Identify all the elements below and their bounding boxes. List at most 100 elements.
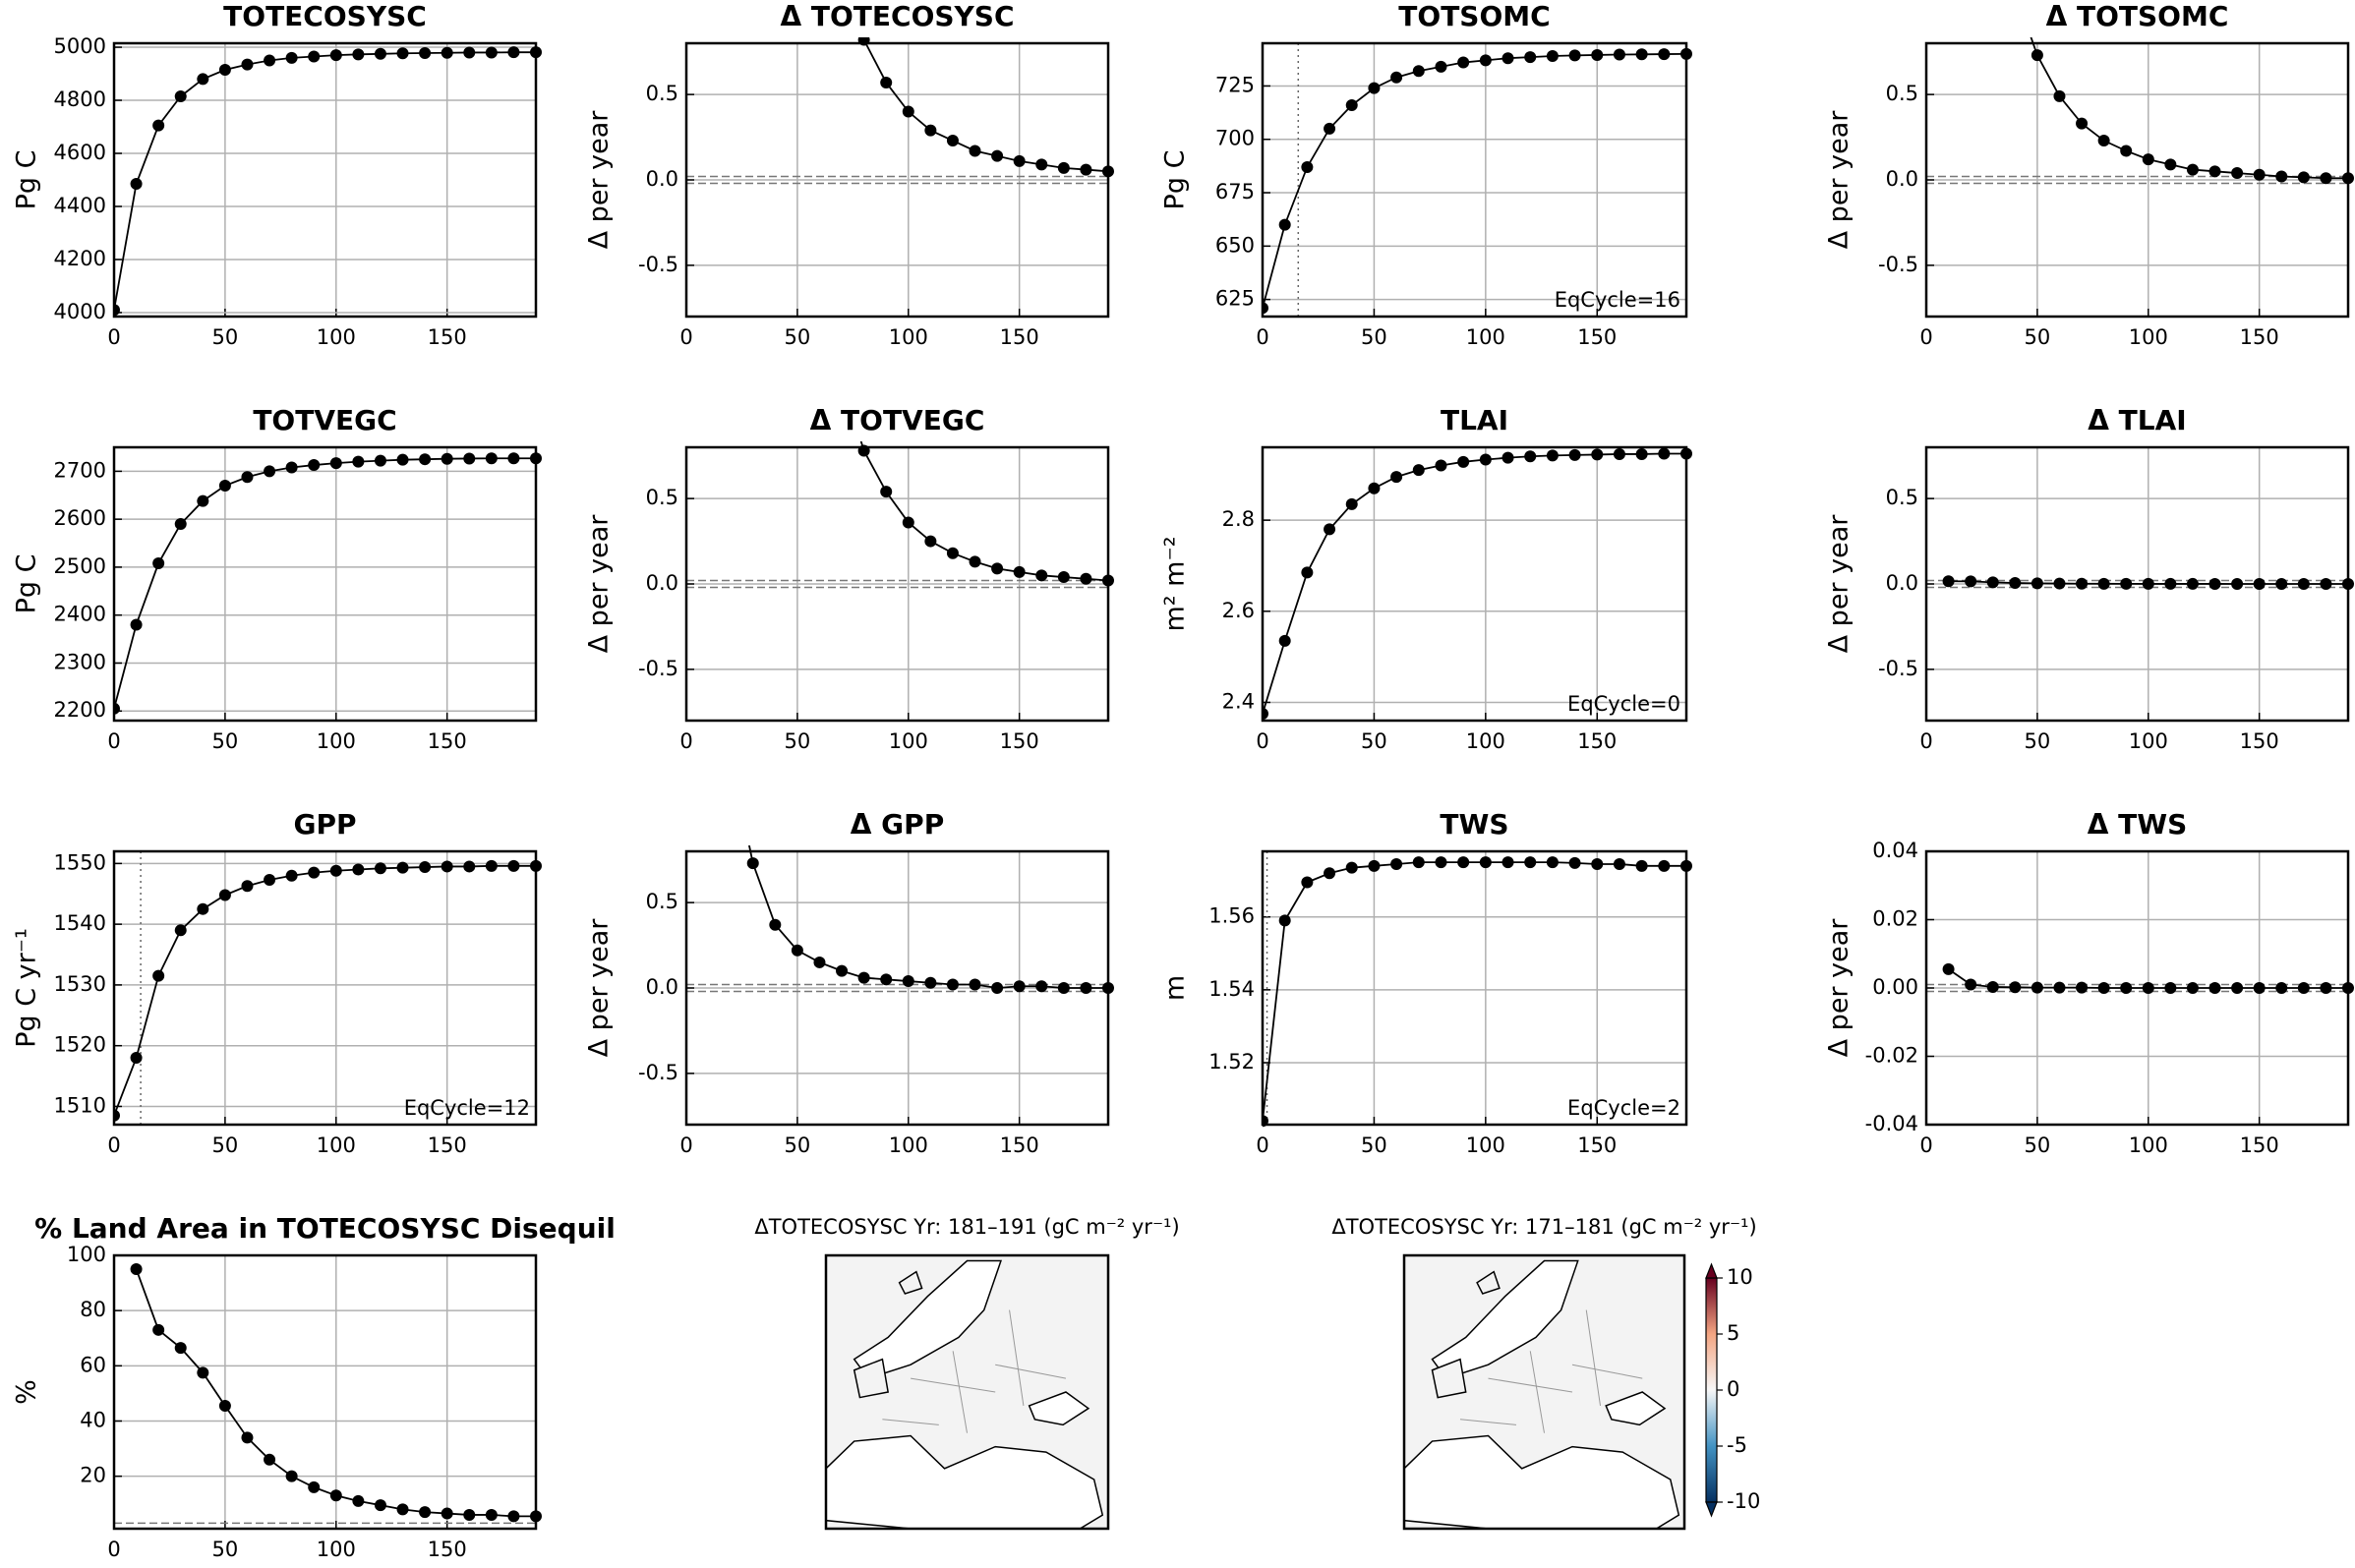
- chart-title: TOTSOMC: [1398, 0, 1550, 32]
- data-point: [1035, 980, 1048, 993]
- x-tick-label: 50: [212, 325, 239, 349]
- data-point: [1368, 859, 1381, 872]
- data-point: [1524, 51, 1537, 64]
- data-point: [1324, 523, 1336, 536]
- data-point: [2231, 982, 2244, 994]
- series-line: [1263, 861, 1686, 1122]
- sea: [1028, 1391, 1090, 1426]
- y-tick-label: 4800: [54, 87, 106, 111]
- data-point: [1635, 447, 1648, 460]
- data-point: [1501, 856, 1514, 869]
- y-tick-label: 0.0: [646, 571, 678, 595]
- data-point: [463, 860, 476, 873]
- data-point: [902, 975, 914, 988]
- y-axis-label: m: [1160, 975, 1191, 1001]
- series: [1263, 856, 1692, 1128]
- data-point: [1942, 962, 1955, 975]
- data-point: [197, 494, 209, 507]
- data-point: [924, 976, 937, 989]
- data-point: [308, 50, 321, 63]
- y-tick-label: 2.6: [1222, 599, 1255, 622]
- data-point: [1057, 982, 1070, 994]
- data-point: [1658, 447, 1671, 460]
- data-point: [1278, 634, 1291, 647]
- plot-frame: [112, 1253, 538, 1531]
- data-point: [374, 862, 386, 875]
- x-tick-label: 0: [107, 1538, 120, 1561]
- data-point: [130, 618, 143, 631]
- data-point: [463, 46, 476, 59]
- data-point: [1568, 49, 1581, 62]
- data-point: [1035, 569, 1048, 582]
- border: [911, 1377, 996, 1393]
- data-point: [308, 459, 321, 472]
- chart-title: TWS: [1440, 808, 1508, 841]
- x-tick-label: 150: [2240, 729, 2279, 753]
- data-point: [1301, 566, 1314, 579]
- data-point: [1368, 482, 1381, 494]
- data-point: [946, 978, 959, 991]
- data-point: [836, 964, 849, 977]
- x-tick-label: 50: [1361, 325, 1387, 349]
- data-point: [463, 452, 476, 465]
- chart-title: Δ GPP: [851, 808, 944, 841]
- data-point: [2275, 982, 2288, 994]
- data-point: [329, 864, 342, 877]
- border: [1459, 1419, 1517, 1425]
- data-point: [2142, 982, 2154, 994]
- y-tick-label: 0.00: [1872, 975, 1918, 999]
- y-tick-label: -0.04: [1865, 1112, 1918, 1135]
- x-tick-label: 150: [428, 729, 467, 753]
- x-tick-label: 0: [1256, 325, 1268, 349]
- series: [114, 859, 542, 1122]
- data-point: [507, 859, 520, 872]
- border: [995, 1364, 1067, 1379]
- y-tick-label: 0.0: [1886, 571, 1918, 595]
- y-tick-label: 0.5: [646, 82, 678, 105]
- colorbar-tick-label: 10: [1727, 1265, 1753, 1289]
- x-tick-label: 150: [428, 1538, 467, 1561]
- x-tick-label: 50: [785, 325, 811, 349]
- data-point: [485, 452, 498, 465]
- data-point: [1324, 867, 1336, 880]
- data-point: [1390, 71, 1403, 84]
- data-point: [924, 535, 937, 548]
- data-point: [1057, 571, 1070, 584]
- plot-frame: [1924, 445, 2350, 723]
- border: [1585, 1309, 1601, 1406]
- data-point: [1546, 50, 1559, 63]
- chart-title: TOTECOSYSC: [223, 0, 427, 32]
- data-point: [2208, 165, 2221, 178]
- data-point: [152, 1323, 165, 1336]
- land: [1476, 1270, 1501, 1295]
- data-point: [791, 944, 803, 957]
- data-point: [2120, 577, 2133, 590]
- data-point: [2320, 577, 2332, 590]
- y-tick-label: 0.0: [646, 975, 678, 999]
- data-point: [969, 555, 981, 568]
- x-tick-label: 50: [2025, 325, 2051, 349]
- x-tick-label: 0: [1256, 1133, 1268, 1157]
- data-point: [2164, 982, 2177, 994]
- y-axis-label: Pg C: [12, 150, 42, 210]
- chart-title: Δ TWS: [2088, 808, 2188, 841]
- x-tick-label: 150: [1000, 1133, 1039, 1157]
- plot-frame: [1924, 41, 2350, 319]
- data-point: [352, 455, 365, 468]
- x-tick-label: 50: [785, 1133, 811, 1157]
- data-point: [152, 119, 165, 132]
- data-point: [152, 969, 165, 982]
- y-tick-label: 100: [67, 1243, 106, 1266]
- data-point: [1457, 856, 1470, 869]
- data-point: [241, 471, 254, 484]
- data-point: [2053, 577, 2066, 590]
- border: [1571, 1364, 1643, 1379]
- data-point: [1301, 876, 1314, 889]
- data-point: [419, 1506, 432, 1519]
- data-point: [441, 452, 453, 465]
- data-point: [1524, 856, 1537, 869]
- data-point: [703, 820, 715, 832]
- border: [1529, 1351, 1545, 1433]
- y-tick-label: 1.54: [1208, 977, 1255, 1001]
- y-axis-label: Δ per year: [584, 110, 615, 250]
